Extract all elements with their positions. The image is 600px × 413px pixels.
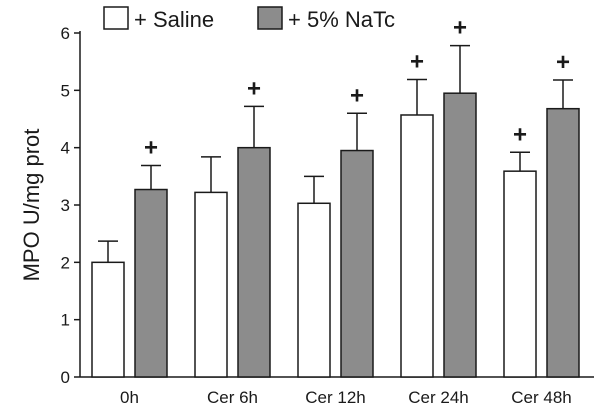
x-tick-label: Cer 48h bbox=[511, 388, 571, 407]
legend-swatch-saline bbox=[103, 6, 129, 30]
x-tick-label: Cer 6h bbox=[207, 388, 258, 407]
legend-swatch-natc bbox=[257, 6, 283, 30]
y-tick-label: 2 bbox=[61, 253, 70, 272]
significance-marker: + bbox=[247, 75, 261, 102]
legend: + Saline + 5% NaTc bbox=[103, 6, 395, 32]
y-axis-title: MPO U/mg prot bbox=[19, 129, 44, 282]
bars bbox=[91, 44, 580, 378]
bar bbox=[134, 188, 168, 378]
y-tick-label: 4 bbox=[61, 139, 70, 158]
y-tick-label: 1 bbox=[61, 311, 70, 330]
bar bbox=[340, 149, 374, 378]
labels: 0h + Cer 6h + Cer 12h + Cer 24h + + Cer 48h + + bbox=[120, 15, 572, 407]
significance-marker: + bbox=[350, 82, 364, 109]
bar bbox=[297, 202, 331, 378]
bar bbox=[91, 261, 125, 378]
bar bbox=[503, 170, 537, 378]
bar bbox=[546, 107, 580, 378]
bar bbox=[443, 92, 477, 378]
x-tick-label: Cer 12h bbox=[305, 388, 365, 407]
y-tick-label: 0 bbox=[61, 368, 70, 387]
y-tick-label: 6 bbox=[61, 24, 70, 43]
significance-marker: + bbox=[513, 121, 527, 148]
bar bbox=[400, 114, 434, 378]
bar bbox=[237, 146, 271, 378]
x-tick-label: 0h bbox=[120, 388, 139, 407]
legend-label-saline: + Saline bbox=[134, 7, 214, 32]
significance-marker: + bbox=[144, 134, 158, 161]
legend-label-natc: + 5% NaTc bbox=[288, 7, 395, 32]
significance-marker: + bbox=[410, 48, 424, 75]
significance-marker: + bbox=[556, 49, 570, 76]
x-tick-label: Cer 24h bbox=[408, 388, 468, 407]
bar bbox=[194, 191, 228, 378]
y-tick-label: 5 bbox=[61, 81, 70, 100]
significance-marker: + bbox=[453, 15, 467, 42]
y-tick-label: 3 bbox=[61, 196, 70, 215]
